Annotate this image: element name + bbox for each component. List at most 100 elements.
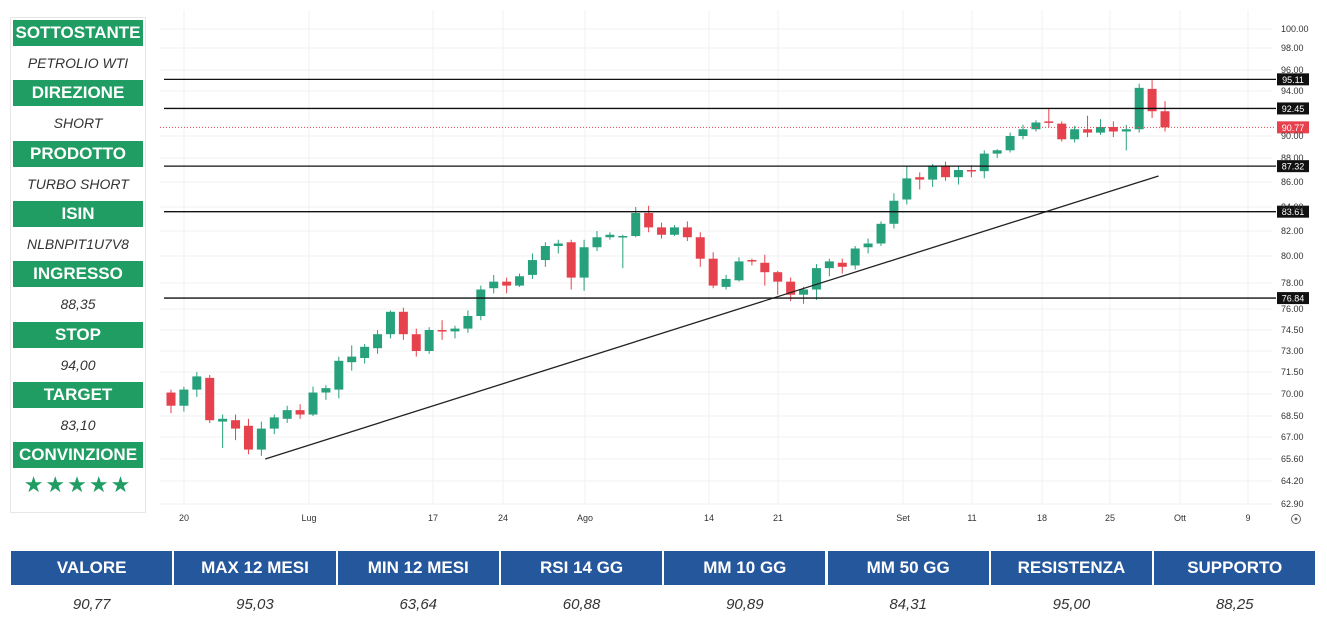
candle [450,325,460,339]
candle [463,310,473,333]
candle-body [863,243,873,248]
panel-label-ingresso: INGRESSO [13,261,143,288]
candle [889,193,899,229]
candle-body [876,223,886,244]
candle [1121,124,1131,151]
stats-header-5: MM 50 GG [827,551,989,585]
candle [373,330,383,354]
candle-body [450,328,460,332]
candle [1083,115,1093,138]
candle-body [424,330,434,351]
candle [837,258,847,274]
y-tick-label: 67.00 [1281,432,1304,442]
candle-body [373,334,383,349]
x-tick-label: Lug [301,513,316,523]
candle [1095,119,1105,135]
y-tick-label: 100.00 [1281,24,1309,34]
candle-body [360,346,370,358]
candle-body [295,410,305,415]
candle [915,172,925,190]
current-price: 90.77 [160,121,1309,134]
candle [218,414,228,448]
candle-body [347,356,357,363]
current-price-label: 90.77 [1282,123,1305,133]
candle-body [398,311,408,335]
candle-body [411,334,421,351]
candle [437,320,447,340]
panel-value-isin: NLBNPIT1U7V8 [27,235,129,252]
candle [321,385,331,400]
candle [553,239,563,254]
candle-body [1018,129,1028,136]
candle-body [682,227,692,238]
candle-body [799,289,809,295]
candle-body [256,428,266,450]
candle [966,165,976,178]
panel-value-ingresso: 88,35 [60,296,96,313]
stats-header-2: MIN 12 MESI [337,551,499,585]
price-chart: 95.11 92.45 87.32 83.61 76.84 90.77 100.00 98.0… [160,10,1309,524]
candle-body [915,177,925,180]
candle-body [476,289,486,316]
candle-body [205,377,215,421]
candle [231,414,241,441]
current-price-box [1277,121,1309,134]
x-tick-label: 25 [1105,513,1115,523]
y-tick-label: 96.00 [1281,65,1304,75]
candle-body [269,417,279,429]
x-tick-label: Ott [1174,513,1187,523]
candle [489,274,499,294]
candle-body [992,150,1002,154]
panel-label-prodotto: PRODOTTO [13,140,143,167]
stats-header-7: SUPPORTO [1154,551,1316,585]
candle-body [1057,123,1067,140]
candle [192,372,202,397]
x-tick-label: 17 [428,513,438,523]
candle [282,405,292,423]
candle-body [166,392,176,406]
candle-body [928,166,938,180]
candle-body [902,178,912,200]
candle [334,356,344,399]
candle [256,421,266,456]
candle [773,270,783,295]
y-tick-label: 78.00 [1281,278,1304,288]
candle-body [1005,136,1015,151]
level-label-box [1277,205,1309,218]
level-label: 83.61 [1282,207,1305,217]
candle [1108,121,1118,138]
candle [347,345,357,371]
candle [502,277,512,294]
candle-body [850,248,860,266]
candle-body [657,227,667,235]
candle-body [1070,129,1080,140]
level-label-box [1277,102,1309,115]
trade-info-panel: SOTTOSTANTE PETROLIO WTI DIREZIONE SHORT PRO… [10,17,146,513]
candle [708,252,718,289]
panel-label-sottostante: SOTTOSTANTE [13,20,143,46]
candle-body [953,170,963,178]
panel-label-target: TARGET [13,381,143,408]
candle [682,221,692,241]
candle [424,327,434,354]
candle [579,239,589,291]
candle [644,205,654,233]
candle [308,386,318,416]
candle-body [1121,129,1131,132]
y-tick-label: 73.00 [1281,346,1304,356]
level-label: 95.11 [1282,75,1304,85]
candle [941,161,951,181]
candle-body [385,311,395,335]
y-tick-label: 94.00 [1281,86,1304,96]
candle [657,222,667,239]
candle-body [695,237,705,259]
chart-settings-icon[interactable] [1291,514,1301,524]
candle-body [566,242,576,278]
y-tick-label: 62.90 [1281,499,1304,509]
candle [1018,124,1028,140]
stats-value-4: 90,89 [726,595,764,613]
candle-body [553,243,563,246]
stats-value-3: 60,88 [562,595,601,613]
candle-body [1083,129,1093,133]
y-tick-label: 86.00 [1281,177,1304,187]
